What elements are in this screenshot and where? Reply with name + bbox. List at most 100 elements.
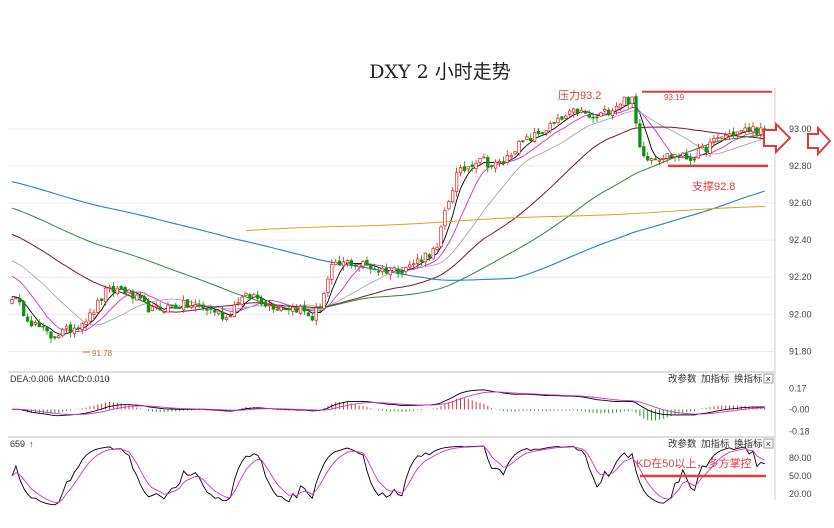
candle-body xyxy=(548,123,552,132)
candle-body xyxy=(170,304,174,307)
candle-body xyxy=(72,327,77,334)
macd-close-button[interactable] xyxy=(763,373,774,384)
kd-add-indicator-button[interactable]: 加指标 xyxy=(701,438,730,450)
macd-switch-indicator-button[interactable]: 换指标 xyxy=(734,373,763,385)
candle xyxy=(100,298,104,306)
kd-close-icon[interactable]: × xyxy=(766,439,772,450)
price-tick-label: 92.20 xyxy=(789,272,812,282)
candle xyxy=(622,96,626,108)
candle-body xyxy=(704,146,708,153)
candle-body xyxy=(419,259,424,263)
candle-body xyxy=(373,268,377,271)
candle-body xyxy=(646,156,650,161)
candle-body xyxy=(665,153,669,159)
candle xyxy=(18,294,22,306)
candle xyxy=(357,262,361,272)
candle-body xyxy=(501,161,506,165)
candle-body xyxy=(349,260,353,266)
candle xyxy=(415,253,420,269)
candle xyxy=(185,298,190,309)
candle-body xyxy=(111,286,116,293)
candle-body xyxy=(447,201,451,210)
candle-body xyxy=(517,140,521,154)
candle-body xyxy=(626,96,630,105)
candle xyxy=(131,289,135,304)
candle-body xyxy=(681,152,685,157)
candle xyxy=(334,259,338,266)
candle-body xyxy=(610,110,615,116)
candle xyxy=(92,309,96,320)
candle-body xyxy=(298,306,303,314)
candle-body xyxy=(653,158,658,161)
candle xyxy=(318,303,322,313)
candle xyxy=(486,154,490,173)
candle-body xyxy=(700,145,704,148)
candle-body xyxy=(529,138,533,142)
candle xyxy=(123,285,127,295)
candle-body xyxy=(240,296,244,305)
candle xyxy=(454,167,459,197)
candle xyxy=(505,150,509,165)
candle xyxy=(396,265,400,278)
kd-close-button[interactable] xyxy=(763,438,774,449)
candle-body xyxy=(96,299,100,313)
macd-add-indicator-button[interactable]: 加指标 xyxy=(701,373,730,385)
macd-modify-params-button[interactable]: 改参数 xyxy=(668,373,697,385)
candle-body xyxy=(435,246,439,250)
candle-body xyxy=(131,290,135,299)
candle-body xyxy=(564,115,568,119)
candle xyxy=(720,136,724,140)
candle xyxy=(139,292,143,300)
ma-line-70 xyxy=(11,134,765,311)
candle-body xyxy=(41,325,45,328)
candle xyxy=(731,127,736,139)
candle-body xyxy=(505,155,509,164)
candle-body xyxy=(326,278,330,293)
candle-body xyxy=(103,287,108,303)
candle xyxy=(743,123,747,134)
ma-line-10 xyxy=(11,106,765,332)
candle-body xyxy=(178,307,182,309)
candle-body xyxy=(213,309,217,313)
candle xyxy=(154,301,158,310)
candle-body xyxy=(88,312,92,322)
candle xyxy=(341,256,346,271)
candle xyxy=(759,122,763,140)
candle xyxy=(595,115,599,122)
candle-body xyxy=(638,123,642,148)
candle xyxy=(451,187,455,204)
candle xyxy=(240,294,244,310)
candle-body xyxy=(743,127,747,132)
macd-tick-label: -0.18 xyxy=(789,427,810,437)
candle xyxy=(217,310,221,316)
candle xyxy=(536,128,541,137)
candle-body xyxy=(244,293,248,296)
candle xyxy=(493,159,498,173)
candle xyxy=(548,120,552,134)
ma-line-130 xyxy=(11,181,765,281)
candle-body xyxy=(185,299,190,308)
candle-body xyxy=(716,137,720,140)
kd-axis-ticks: 80.00 50.00 20.00 xyxy=(789,453,812,499)
candle-body xyxy=(400,271,404,274)
price-tick-label: 92.60 xyxy=(789,198,812,208)
candle xyxy=(287,304,291,316)
candle xyxy=(150,304,155,312)
candle-body xyxy=(513,151,517,155)
kd-switch-indicator-button[interactable]: 换指标 xyxy=(734,438,763,450)
candle-body xyxy=(408,264,412,268)
candle-body xyxy=(669,154,673,158)
kd-modify-params-button[interactable]: 改参数 xyxy=(668,438,697,450)
macd-close-icon[interactable]: × xyxy=(766,374,772,385)
candle xyxy=(252,292,256,299)
kd-d-line xyxy=(11,445,765,503)
candle-body xyxy=(150,306,155,312)
candle xyxy=(669,152,673,158)
candle-body xyxy=(275,308,279,311)
macd-tick-label: 0.17 xyxy=(789,383,807,393)
candle xyxy=(310,313,314,322)
candle xyxy=(568,108,572,118)
candle-body xyxy=(365,259,369,266)
candle-body xyxy=(100,298,104,301)
candle-body xyxy=(37,322,41,328)
